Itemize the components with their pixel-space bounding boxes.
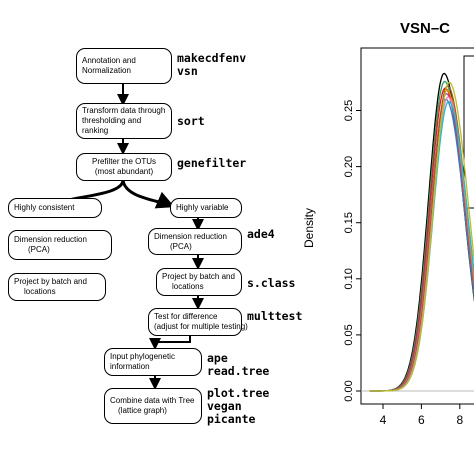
box-line: Dimension reduction (154, 231, 227, 241)
box-line: locations (172, 282, 204, 291)
box-line: information (110, 362, 150, 371)
tool-sort: sort (177, 114, 205, 128)
project-batch-right-box: Project by batch and locations (156, 268, 242, 296)
box-line: (most abundant) (94, 167, 154, 176)
x-tick-label: 4 (380, 413, 387, 427)
prefilter-otus-box: Prefilter the OTUs (most abundant) (76, 153, 172, 181)
highly-variable-box: Highly variable (170, 198, 242, 218)
phylogenetic-info-box: Input phylogenetic information (104, 348, 202, 376)
y-tick-label: 0.00 (343, 380, 355, 401)
box-line: Project by batch and (162, 272, 235, 281)
x-tick-label: 8 (456, 413, 463, 427)
x-tick-label: 6 (418, 413, 425, 427)
tool-s-class: s.class (247, 276, 296, 290)
tool-genefilter: genefilter (177, 156, 247, 170)
transform-data-box: Transform data through thresholding and … (76, 103, 172, 139)
density-series-line (369, 96, 474, 392)
box-line: Prefilter the OTUs (91, 157, 156, 166)
box-line: (PCA) (28, 245, 50, 254)
box-line: Highly consistent (14, 203, 75, 212)
box-line: Transform data through (82, 106, 166, 115)
connector-test-phylo (149, 336, 191, 350)
y-tick-label: 0.25 (343, 100, 355, 121)
box-line: Dimension reduction (14, 235, 87, 244)
y-tick-label: 0.20 (343, 156, 355, 177)
test-difference-box: Test for difference (adjust for multiple… (148, 308, 248, 336)
tool-ape-read-tree: ape read.tree (207, 351, 270, 378)
box-line: Project by batch and (14, 277, 87, 286)
y-tick-label: 0.15 (343, 212, 355, 233)
tool-multtest: multtest (247, 309, 303, 323)
box-line: (adjust for multiple testing) (154, 322, 248, 332)
combine-tree-box: Combine data with Tree (lattice graph) (104, 388, 202, 424)
box-line: Normalization (82, 66, 131, 75)
box-line: Test for difference (154, 312, 218, 321)
density-series-line (369, 81, 474, 392)
box-line: locations (24, 287, 56, 296)
dimension-reduction-right-box: Dimension reduction (PCA) (148, 228, 242, 255)
dimension-reduction-left-box: Dimension reduction (PCA) (8, 230, 112, 260)
annotation-normalization-box: Annotation and Normalization (76, 48, 172, 84)
density-series-line (369, 72, 474, 392)
plot-frame (360, 47, 474, 405)
y-axis-label: Density (302, 207, 316, 248)
density-series-line (369, 85, 474, 392)
chart-title: VSN–C (400, 20, 451, 37)
project-batch-left-box: Project by batch and locations (8, 273, 106, 301)
box-line: Highly variable (176, 203, 229, 212)
y-tick-label: 0.10 (343, 268, 355, 289)
box-line: Annotation and (82, 56, 136, 65)
y-tick-label: 0.05 (343, 324, 355, 345)
legend-box (463, 55, 474, 209)
connector-prefilter-variable (121, 179, 175, 209)
tool-ade4: ade4 (247, 227, 275, 241)
box-line: thresholding and ranking (82, 116, 142, 135)
box-line: Combine data with Tree (110, 396, 195, 405)
tool-makecdfenv-vsn: makecdfenv vsn (177, 51, 247, 78)
highly-consistent-box: Highly consistent (8, 198, 102, 218)
box-line: (PCA) (170, 241, 192, 251)
tool-plot-tree-vegan-picante: plot.tree vegan picante (207, 386, 270, 426)
box-line: (lattice graph) (118, 406, 167, 415)
box-line: Input phylogenetic (110, 352, 175, 361)
